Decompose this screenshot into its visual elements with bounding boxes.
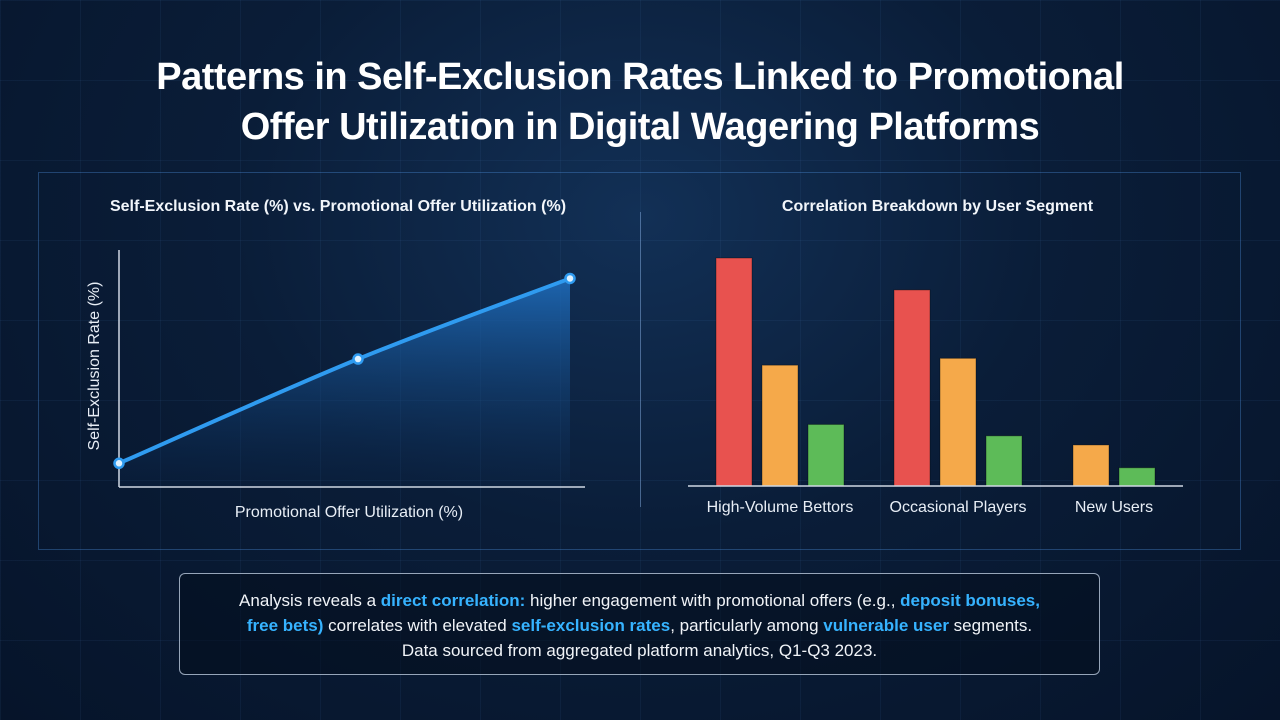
insight-highlight-direct-correlation: direct correlation: [380,591,526,610]
insight-text-2: higher engagement with promotional offer… [525,591,901,610]
bar-2-series-3 [985,435,1023,487]
bar-1-series-1 [715,257,753,487]
category-label-1: High-Volume Bettors [707,499,854,516]
bar-2-series-1 [893,289,931,487]
category-label-3: New Users [1075,499,1153,516]
category-label-2: Occasional Players [890,499,1027,516]
bar-3-series-3 [1118,467,1156,487]
charts-panel [38,172,1241,550]
y-axis-label: Self-Exclusion Rate (%) [86,282,103,451]
bar-1-series-2 [761,364,799,487]
insight-text-3: correlates with elevated [323,616,512,635]
x-axis-label: Promotional Offer Utilization (%) [235,504,463,521]
line-chart: Promotional Offer Utilization (%) Self-E… [86,250,585,521]
panel-divider [640,212,641,507]
bar-chart: High-Volume Bettors Occasional Players New… [688,257,1183,516]
insight-text-4: , particularly among [670,616,824,635]
line-area-fill [119,278,570,487]
insight-text-5: segments. [948,616,1033,635]
line-point-1 [113,457,125,470]
bar-2-series-2 [939,357,977,487]
line-point-3 [564,272,576,285]
insight-highlight-deposit-bonuses: deposit bonuses, [900,591,1040,610]
insight-line-3: Data sourced from aggregated platform an… [401,641,878,660]
line-chart-title: Self-Exclusion Rate (%) vs. Promotional … [109,198,567,215]
page-title: Patterns in Self-Exclusion Rates Linked … [0,52,1280,152]
title-line-1: Patterns in Self-Exclusion Rates Linked … [156,56,1124,98]
insight-line-2: free bets) correlates with elevated self… [180,613,1099,638]
bar-3-series-2 [1072,444,1110,487]
line-point-2 [352,353,364,365]
insight-highlight-vulnerable-user: vulnerable user [823,616,949,635]
insight-box: Analysis reveals a direct correlation: h… [179,573,1100,675]
insight-highlight-self-exclusion: self-exclusion rates [511,616,671,635]
insight-text-1: Analysis reveals a [239,591,381,610]
bar-chart-title: Correlation Breakdown by User Segment [781,198,1094,215]
insight-highlight-free-bets: free bets) [246,616,324,635]
title-line-2: Offer Utilization in Digital Wagering Pl… [240,106,1040,148]
insight-line-1: Analysis reveals a direct correlation: h… [180,588,1099,613]
bar-1-series-3 [807,423,845,487]
